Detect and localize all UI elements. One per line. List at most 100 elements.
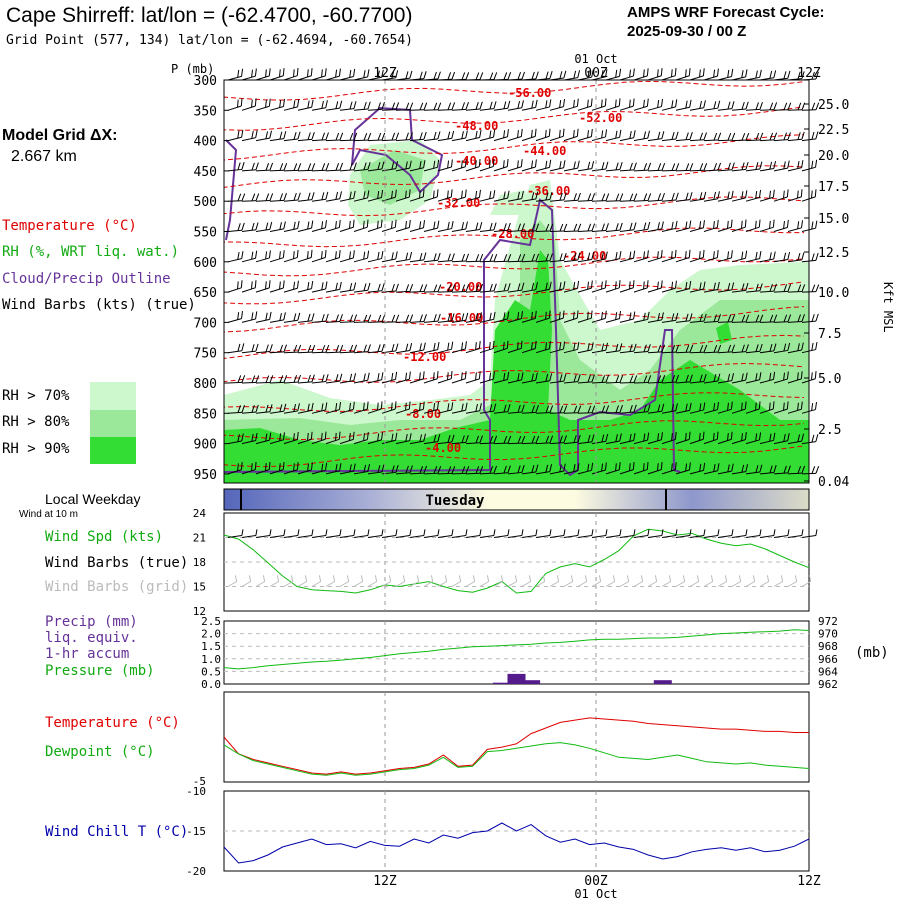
- wind-barb-staff: [773, 408, 788, 414]
- wind-barb-flag: [797, 252, 801, 261]
- wind-barb-staff: [647, 169, 663, 172]
- wind-barb: [423, 371, 439, 384]
- wind-barb-flag: [815, 220, 818, 229]
- wind-barb-flag: [783, 71, 787, 79]
- wind-barb-flag: [535, 372, 538, 381]
- wind-barb-flag: [531, 192, 535, 200]
- wind-barb-flag: [478, 189, 481, 198]
- pressure-tick-label-right: 966: [818, 653, 838, 666]
- wind-barb-flag: [353, 282, 357, 290]
- wind-barb-flag: [548, 310, 551, 319]
- wind-barb: [773, 465, 791, 475]
- wind-barb-flag: [293, 463, 295, 471]
- wind-barb-staff: [521, 442, 537, 445]
- wind-barb: [479, 158, 495, 172]
- wind-barb-flag: [405, 314, 410, 323]
- legend-wind-barbs-grid: Wind Barbs (grid): [45, 579, 189, 595]
- wind-barb-flag: [647, 311, 650, 320]
- wind-barb-staff: [409, 227, 424, 232]
- wind-barb-flag: [255, 130, 258, 138]
- wind-barb: [759, 432, 776, 445]
- wind-barb-flag: [297, 99, 300, 107]
- wind-barb-flag: [759, 283, 763, 291]
- wind-barb-flag: [321, 132, 325, 141]
- wind-barb-flag: [297, 529, 300, 536]
- wind-barb: [647, 403, 665, 414]
- wind-barb: [647, 192, 665, 202]
- wind-barb-flag: [713, 464, 716, 472]
- wind-barb: [647, 221, 664, 232]
- isotherm-label: -48.00: [455, 119, 498, 133]
- wind-barb: [423, 313, 441, 323]
- wind-barb-flag: [282, 250, 285, 258]
- wind-barb-flag: [269, 404, 273, 412]
- wind-barb-staff: [647, 287, 662, 293]
- wind-barb: [507, 253, 526, 263]
- wind-barb: [241, 98, 257, 111]
- wind-barb-staff: [395, 535, 410, 538]
- wind-barb: [465, 312, 482, 323]
- wind-barb-staff: [493, 442, 509, 445]
- wind-barb-staff: [619, 287, 634, 293]
- wind-barb-staff: [661, 227, 676, 232]
- surface-wind-barb: [325, 529, 342, 538]
- wind-barb-flag: [685, 221, 688, 230]
- wind-barb-flag: [479, 312, 482, 320]
- wind-barb-staff: [465, 166, 480, 172]
- wind-barb-flag: [769, 190, 771, 199]
- wind-barb-staff: [255, 287, 270, 293]
- wind-barb-flag: [587, 161, 591, 170]
- cloud-outline-main: [223, 198, 681, 477]
- wind-barb: [689, 191, 707, 202]
- wind-barb-flag: [433, 434, 437, 443]
- surface-wind-barb-grid: [353, 575, 364, 587]
- wind-barb-staff: [311, 227, 326, 232]
- wind-barb-flag: [685, 432, 687, 441]
- wind-barb-flag: [587, 343, 590, 351]
- wind-barb-flag: [591, 405, 596, 413]
- wind-barb-flag: [615, 99, 617, 108]
- wind-barb-staff: [619, 200, 635, 202]
- wind-barb-staff: [325, 226, 340, 232]
- wind-barb-staff: [395, 196, 410, 202]
- wind-barb-staff: [801, 581, 811, 587]
- wind-barb-staff: [773, 535, 788, 538]
- wind-barb-staff: [423, 227, 438, 232]
- wind-barb: [731, 401, 747, 414]
- height-tick-label: 2.5: [818, 423, 841, 438]
- wind-barb: [563, 98, 579, 111]
- precip-tick-label: 2.5: [201, 615, 221, 628]
- surface-wind-barb: [241, 529, 258, 538]
- wind-barb-flag: [506, 340, 509, 349]
- wind-barb-flag: [237, 99, 239, 108]
- wind-barb-flag: [437, 529, 440, 536]
- wind-barb: [255, 193, 274, 202]
- wind-barb-flag: [240, 98, 243, 107]
- wind-barb-flag: [633, 222, 637, 230]
- wind-barb-flag: [755, 70, 758, 79]
- wind-barb-staff: [689, 409, 704, 414]
- wind-barb: [311, 191, 329, 202]
- wind-barb-flag: [745, 372, 748, 381]
- wind-barb-staff: [493, 107, 508, 111]
- wind-barb-flag: [671, 281, 674, 290]
- wind-barb-flag: [475, 160, 477, 168]
- legend-pressure: Pressure (mb): [45, 663, 155, 679]
- wind-barb-flag: [559, 282, 562, 290]
- wind-barb-flag: [563, 405, 568, 413]
- wind-barb-staff: [283, 319, 298, 323]
- wind-barb-flag: [738, 575, 742, 582]
- wind-barb-staff: [241, 229, 256, 232]
- wind-barb-flag: [304, 575, 308, 582]
- wind-barb-staff: [367, 197, 382, 202]
- wind-barb: [367, 464, 385, 475]
- height-tick-label: 22.5: [818, 123, 849, 138]
- wind-barb: [661, 192, 679, 202]
- wind-barb-flag: [797, 190, 799, 199]
- wind-barb: [787, 342, 804, 354]
- wind-barb-flag: [643, 99, 645, 108]
- wind-barb-staff: [395, 290, 411, 293]
- wind-barb-flag: [500, 575, 504, 582]
- wind-barb-flag: [405, 190, 407, 199]
- wind-barb: [451, 284, 470, 293]
